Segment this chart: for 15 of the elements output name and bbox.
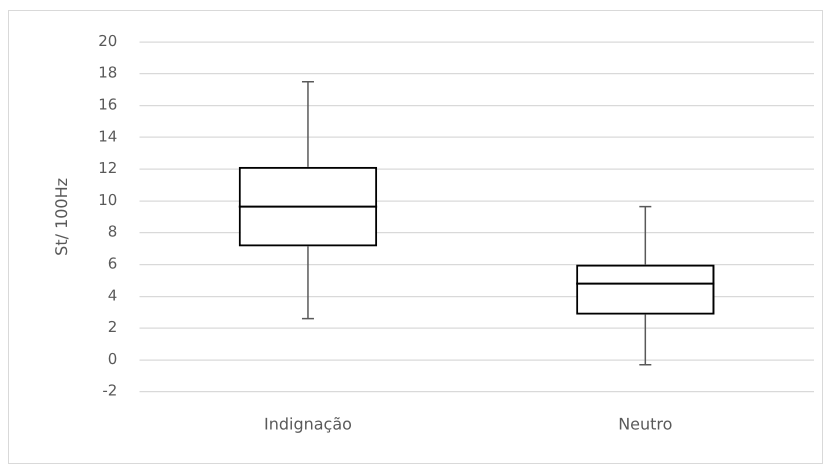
y-tick-label: 0 xyxy=(108,350,118,368)
x-tick-label: Indignação xyxy=(264,414,352,434)
y-axis-title: St/ 100Hz xyxy=(52,178,71,256)
y-tick-label: 6 xyxy=(108,254,118,272)
y-tick-label: 4 xyxy=(108,286,118,304)
y-tick-label: 16 xyxy=(98,95,118,114)
y-tick-label: -2 xyxy=(102,382,118,400)
y-tick-label: 20 xyxy=(98,32,118,50)
y-tick-label: 18 xyxy=(98,64,118,82)
y-tick-label: 12 xyxy=(98,159,118,178)
y-tick-label: 8 xyxy=(108,222,118,241)
y-tick-label: 14 xyxy=(98,127,118,146)
x-tick-label: Neutro xyxy=(618,414,672,434)
y-tick-label: 10 xyxy=(98,190,118,209)
y-tick-label: 2 xyxy=(108,318,118,336)
